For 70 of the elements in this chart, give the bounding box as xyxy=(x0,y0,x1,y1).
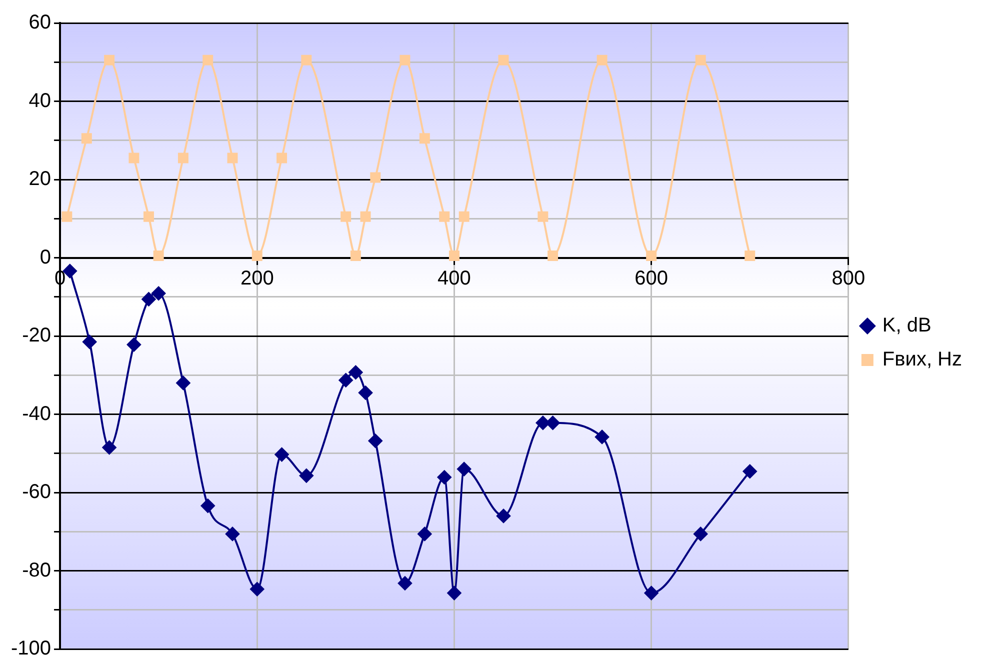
y-tick-label: 40 xyxy=(28,90,52,112)
point xyxy=(360,211,371,222)
point xyxy=(548,250,558,262)
point xyxy=(358,386,373,400)
point xyxy=(128,152,140,164)
point xyxy=(62,211,72,222)
y-tick-label: 0 xyxy=(40,246,52,268)
point xyxy=(595,430,610,444)
point xyxy=(437,470,452,484)
point xyxy=(350,250,361,262)
point xyxy=(153,250,164,262)
x-tick-label: 200 xyxy=(240,267,274,290)
point xyxy=(498,54,509,66)
point xyxy=(370,172,381,183)
point xyxy=(142,292,156,306)
point xyxy=(398,576,412,590)
point xyxy=(126,338,141,352)
point xyxy=(104,54,115,66)
point xyxy=(250,582,264,596)
x-tick-label: 800 xyxy=(832,267,866,290)
point xyxy=(301,54,312,66)
point xyxy=(274,448,289,462)
point xyxy=(419,133,430,144)
point xyxy=(368,434,382,448)
point xyxy=(546,416,560,430)
point xyxy=(536,416,550,430)
point xyxy=(338,373,353,388)
point xyxy=(227,152,238,164)
point xyxy=(152,286,166,300)
point xyxy=(102,440,116,455)
point xyxy=(143,211,154,222)
point xyxy=(447,586,462,600)
x-tick-label: 400 xyxy=(438,267,471,290)
legend-label: Fвих, Hz xyxy=(882,348,962,371)
legend-label: K, dB xyxy=(882,314,932,337)
point xyxy=(538,211,548,222)
point xyxy=(646,250,657,262)
point xyxy=(744,250,756,262)
point xyxy=(496,508,511,523)
point xyxy=(742,464,757,478)
x-tick-label: 600 xyxy=(634,267,668,290)
point xyxy=(252,250,262,262)
point xyxy=(457,462,472,476)
point xyxy=(178,152,188,164)
point xyxy=(695,54,706,66)
point xyxy=(439,211,450,222)
y-tick-label: -40 xyxy=(22,402,52,425)
point xyxy=(348,365,363,380)
point xyxy=(276,152,288,164)
point xyxy=(200,498,215,513)
point xyxy=(176,376,190,390)
point xyxy=(82,334,97,349)
point xyxy=(400,54,410,66)
point xyxy=(448,250,460,262)
point xyxy=(418,526,432,541)
point xyxy=(81,133,92,144)
y-tick-label: 60 xyxy=(28,12,52,34)
point xyxy=(458,211,470,222)
y-tick-label: -20 xyxy=(22,324,52,347)
y-tick-label: -60 xyxy=(22,481,52,504)
y-tick-label: -80 xyxy=(22,559,52,582)
y-tick-label: 20 xyxy=(28,168,52,190)
point xyxy=(202,54,214,66)
point xyxy=(644,586,658,600)
point xyxy=(225,526,240,541)
y-tick-label: -100 xyxy=(11,638,52,660)
point xyxy=(596,54,608,66)
point xyxy=(299,468,314,483)
point xyxy=(694,526,708,541)
point xyxy=(340,211,352,222)
